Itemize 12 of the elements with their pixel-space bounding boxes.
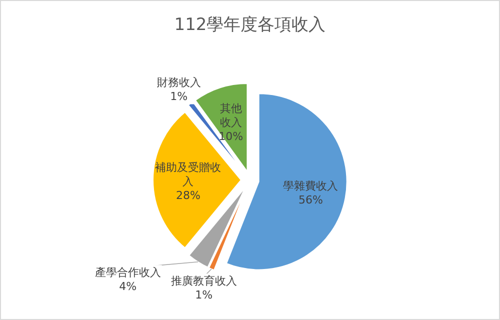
- data-label: 56%: [298, 194, 323, 207]
- slice-label: 補助及受贈收入: [155, 161, 222, 188]
- slice-label: 產學合作收入: [94, 266, 161, 280]
- chart-title: 112學年度各項收入: [174, 15, 326, 35]
- slice-label: 推廣教育收入: [170, 274, 237, 288]
- slice-label: 其他收入: [220, 102, 242, 130]
- data-label: 28%: [176, 189, 200, 202]
- data-label: 4%: [119, 280, 137, 294]
- data-label: 1%: [170, 90, 188, 104]
- data-label: 1%: [195, 288, 213, 302]
- slice-label: 財務收入: [156, 76, 201, 90]
- slice-label: 學雜費收入: [283, 180, 338, 193]
